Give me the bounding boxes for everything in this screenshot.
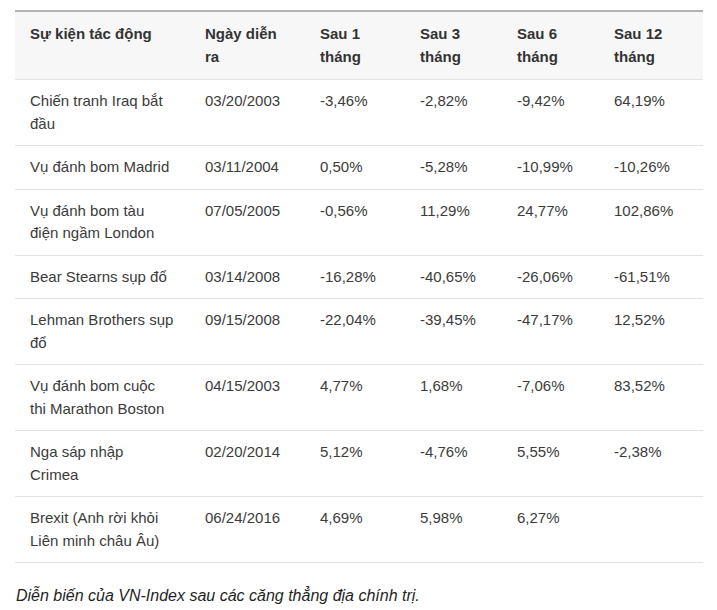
col-header-3-month: Sau 3 tháng bbox=[405, 11, 502, 80]
cell-return-3m: 11,29% bbox=[405, 189, 502, 255]
col-header-6-month: Sau 6 tháng bbox=[502, 11, 599, 80]
cell-date: 02/20/2014 bbox=[190, 431, 305, 497]
cell-date: 06/24/2016 bbox=[190, 497, 305, 563]
cell-return-6m: 24,77% bbox=[502, 189, 599, 255]
cell-return-1m: 4,69% bbox=[305, 497, 405, 563]
table-row: Chiến tranh Iraq bắt đầu 03/20/2003 -3,4… bbox=[15, 80, 703, 146]
cell-return-1m: -22,04% bbox=[305, 299, 405, 365]
cell-return-6m: 6,27% bbox=[502, 497, 599, 563]
cell-date: 03/14/2008 bbox=[190, 255, 305, 299]
cell-event: Vụ đánh bom cuộc thi Marathon Boston bbox=[15, 365, 190, 431]
col-header-date: Ngày diễn ra bbox=[190, 11, 305, 80]
cell-event: Nga sáp nhập Crimea bbox=[15, 431, 190, 497]
cell-return-3m: -5,28% bbox=[405, 146, 502, 190]
table-row: Nga sáp nhập Crimea 02/20/2014 5,12% -4,… bbox=[15, 431, 703, 497]
cell-return-12m: 102,86% bbox=[599, 189, 703, 255]
cell-return-3m: 5,98% bbox=[405, 497, 502, 563]
col-header-event: Sự kiện tác động bbox=[15, 11, 190, 80]
table-row: Bear Stearns sụp đổ 03/14/2008 -16,28% -… bbox=[15, 255, 703, 299]
cell-return-12m: 83,52% bbox=[599, 365, 703, 431]
cell-return-6m: -10,99% bbox=[502, 146, 599, 190]
cell-return-1m: -3,46% bbox=[305, 80, 405, 146]
table-row: Vụ đánh bom tàu điện ngầm London 07/05/2… bbox=[15, 189, 703, 255]
cell-event: Chiến tranh Iraq bắt đầu bbox=[15, 80, 190, 146]
cell-return-6m: -7,06% bbox=[502, 365, 599, 431]
table-body: Chiến tranh Iraq bắt đầu 03/20/2003 -3,4… bbox=[15, 80, 703, 563]
cell-return-1m: -0,56% bbox=[305, 189, 405, 255]
cell-date: 09/15/2008 bbox=[190, 299, 305, 365]
cell-return-6m: -26,06% bbox=[502, 255, 599, 299]
cell-return-3m: -39,45% bbox=[405, 299, 502, 365]
cell-return-3m: -40,65% bbox=[405, 255, 502, 299]
cell-return-12m: -2,38% bbox=[599, 431, 703, 497]
table-caption: Diễn biến của VN-Index sau các căng thẳn… bbox=[16, 585, 703, 607]
cell-return-12m: 64,19% bbox=[599, 80, 703, 146]
events-impact-table: Sự kiện tác động Ngày diễn ra Sau 1 thán… bbox=[15, 10, 703, 563]
cell-return-1m: 0,50% bbox=[305, 146, 405, 190]
table-row: Vụ đánh bom cuộc thi Marathon Boston 04/… bbox=[15, 365, 703, 431]
cell-event: Brexit (Anh rời khỏi Liên minh châu Âu) bbox=[15, 497, 190, 563]
cell-return-1m: -16,28% bbox=[305, 255, 405, 299]
cell-return-12m: -10,26% bbox=[599, 146, 703, 190]
cell-date: 04/15/2003 bbox=[190, 365, 305, 431]
cell-return-1m: 4,77% bbox=[305, 365, 405, 431]
page: { "chart_data": { "type": "table", "colu… bbox=[0, 0, 717, 610]
cell-return-3m: -4,76% bbox=[405, 431, 502, 497]
header-row: Sự kiện tác động Ngày diễn ra Sau 1 thán… bbox=[15, 11, 703, 80]
cell-date: 07/05/2005 bbox=[190, 189, 305, 255]
cell-return-12m: 12,52% bbox=[599, 299, 703, 365]
cell-date: 03/20/2003 bbox=[190, 80, 305, 146]
cell-return-1m: 5,12% bbox=[305, 431, 405, 497]
cell-return-3m: -2,82% bbox=[405, 80, 502, 146]
cell-return-3m: 1,68% bbox=[405, 365, 502, 431]
cell-return-12m bbox=[599, 497, 703, 563]
table-row: Brexit (Anh rời khỏi Liên minh châu Âu) … bbox=[15, 497, 703, 563]
cell-return-6m: 5,55% bbox=[502, 431, 599, 497]
cell-date: 03/11/2004 bbox=[190, 146, 305, 190]
cell-return-6m: -9,42% bbox=[502, 80, 599, 146]
cell-return-12m: -61,51% bbox=[599, 255, 703, 299]
table-header: Sự kiện tác động Ngày diễn ra Sau 1 thán… bbox=[15, 11, 703, 80]
table-row: Lehman Brothers sụp đổ 09/15/2008 -22,04… bbox=[15, 299, 703, 365]
cell-event: Vụ đánh bom Madrid bbox=[15, 146, 190, 190]
col-header-1-month: Sau 1 tháng bbox=[305, 11, 405, 80]
cell-event: Bear Stearns sụp đổ bbox=[15, 255, 190, 299]
cell-event: Lehman Brothers sụp đổ bbox=[15, 299, 190, 365]
cell-return-6m: -47,17% bbox=[502, 299, 599, 365]
col-header-12-month: Sau 12 tháng bbox=[599, 11, 703, 80]
table-row: Vụ đánh bom Madrid 03/11/2004 0,50% -5,2… bbox=[15, 146, 703, 190]
cell-event: Vụ đánh bom tàu điện ngầm London bbox=[15, 189, 190, 255]
content-area: Sự kiện tác động Ngày diễn ra Sau 1 thán… bbox=[0, 0, 717, 607]
